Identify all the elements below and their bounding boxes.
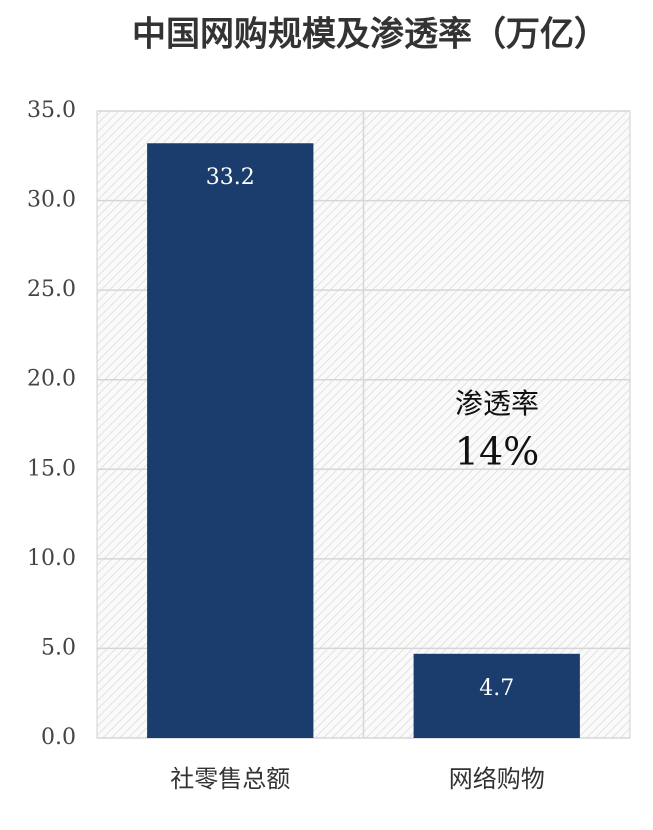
annotation: 渗透率 [455,387,539,420]
y-tick-label: 5.0 [41,635,76,660]
data-label: 4.7 [479,676,514,701]
x-tick-label: 网络购物 [449,765,545,793]
annotation: 14% [455,430,539,474]
y-tick-label: 25.0 [27,277,76,302]
bar [413,653,580,738]
bar [147,143,314,738]
chart-title: 中国网购规模及渗透率（万亿） [132,15,608,55]
y-tick-label: 0.0 [41,725,76,750]
y-tick-label: 20.0 [27,367,76,392]
y-tick-label: 35.0 [27,98,76,123]
x-tick-label: 社零售总额 [170,765,290,793]
y-tick-label: 30.0 [27,188,76,213]
y-tick-label: 10.0 [27,546,76,571]
y-tick-label: 15.0 [27,456,76,481]
data-label: 33.2 [206,165,255,190]
